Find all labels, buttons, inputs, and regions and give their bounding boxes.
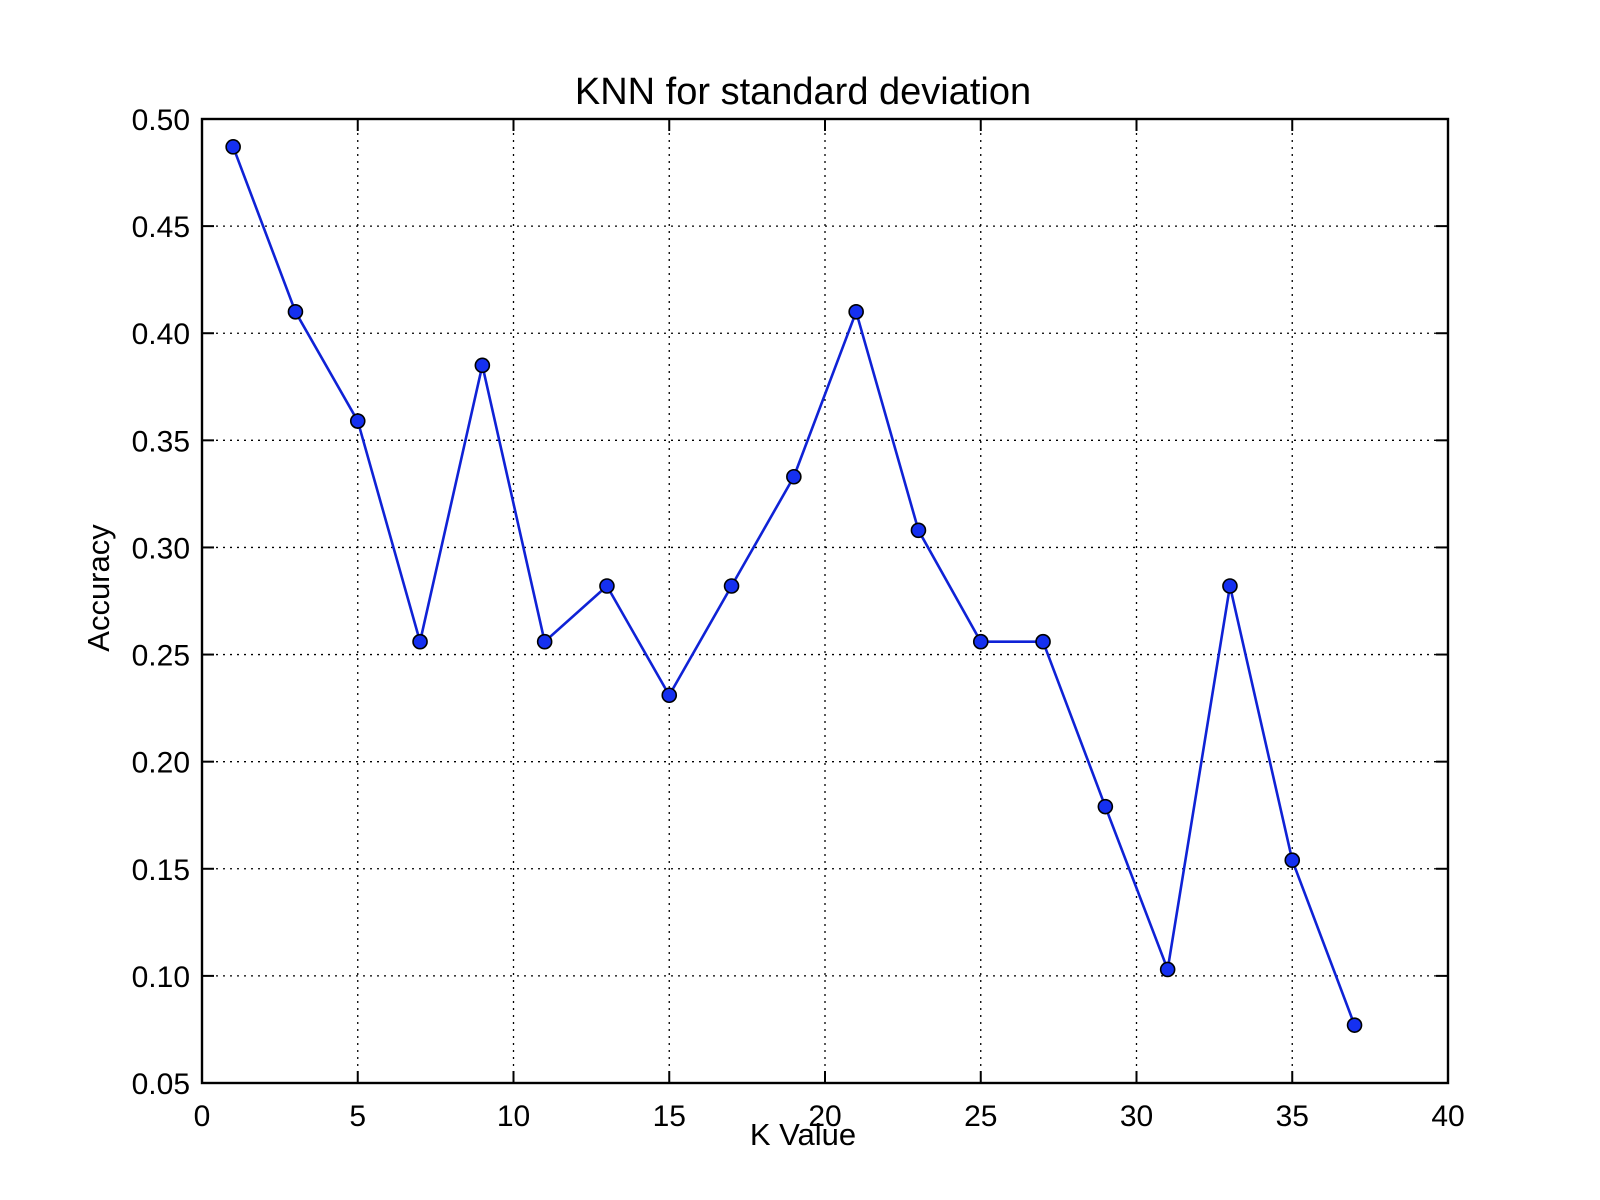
y-tick-label: 0.50 [132,104,190,137]
data-point [599,578,615,594]
data-point [349,413,366,429]
data-point [536,633,553,650]
y-tick-label: 0.25 [132,640,190,673]
data-point [1222,578,1238,594]
y-tick-label: 0.10 [132,961,190,994]
y-axis-label: Accuracy [81,524,116,652]
y-tick-label: 0.20 [132,747,190,780]
data-point [225,139,241,155]
x-tick-label: 5 [349,1100,366,1133]
data-point [474,357,491,374]
chart-title: KNN for standard deviation [575,71,1031,113]
data-point [972,633,989,650]
y-tick-label: 0.15 [132,854,190,887]
data-point [1159,961,1176,978]
x-tick-label: 10 [497,1100,530,1133]
x-tick-label: 40 [1431,1100,1464,1133]
x-tick-label: 20 [808,1100,841,1133]
y-tick-label: 0.35 [132,425,190,458]
x-tick-label: 35 [1276,1100,1309,1133]
x-axis-label: K Value [750,1117,856,1152]
data-point [1284,852,1301,869]
data-point [1097,798,1114,815]
axis-ticks: 0 5 10 15 20 25 30 35 40 0.05 0.10 0.15 0.20 0.25 0.30… [132,104,1465,1133]
grid [202,119,1448,1083]
y-tick-label: 0.05 [132,1068,190,1101]
y-tick-label: 0.30 [132,532,190,565]
data-point [287,303,304,320]
x-tick-label: 0 [194,1100,211,1133]
x-tick-label: 30 [1120,1100,1153,1133]
data-point [1346,1017,1363,1033]
data-point [786,468,802,485]
y-tick-label: 0.40 [132,318,190,351]
data-point [910,522,927,539]
data-point [412,633,428,650]
x-tick-label: 15 [653,1100,686,1133]
series-layer [225,139,1363,1033]
data-point [848,303,864,320]
y-tick-label: 0.45 [132,211,190,244]
data-point [723,578,740,594]
data-point [661,687,678,704]
data-point [1035,633,1051,650]
x-tick-label: 25 [964,1100,997,1133]
